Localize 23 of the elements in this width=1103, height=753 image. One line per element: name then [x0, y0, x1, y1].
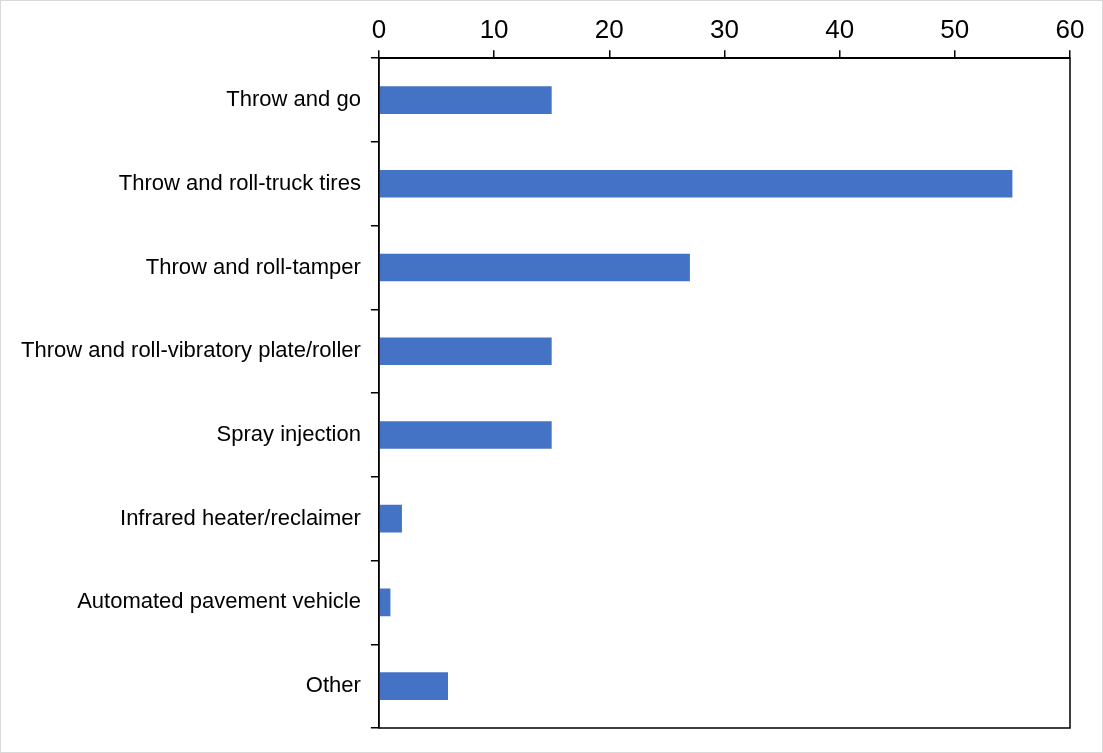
- bar: [379, 253, 690, 282]
- y-tick-label: Automated pavement vehicle: [77, 588, 361, 614]
- x-tick-label: 50: [940, 13, 970, 44]
- bar: [379, 588, 391, 617]
- y-tick-label: Throw and roll-truck tires: [118, 169, 361, 195]
- x-tick-label: 30: [709, 13, 739, 44]
- y-tick-label: Throw and roll-tamper: [145, 253, 361, 279]
- bar: [379, 421, 552, 449]
- x-tick-label: 40: [825, 13, 855, 44]
- y-tick-label: Throw and go: [226, 86, 361, 112]
- bar: [379, 504, 402, 533]
- bar: [379, 86, 552, 114]
- y-tick-label: Spray injection: [216, 421, 361, 447]
- y-tick-label: Infrared heater/reclaimer: [120, 504, 361, 530]
- x-tick-label: 20: [594, 13, 624, 44]
- x-tick-label: 60: [1055, 13, 1085, 44]
- y-tick-label: Throw and roll-vibratory plate/roller: [21, 337, 361, 363]
- bar: [379, 672, 449, 700]
- x-tick-label: 0: [371, 13, 387, 44]
- y-tick-label: Other: [305, 672, 361, 698]
- bar: [379, 169, 1013, 198]
- x-tick-label: 10: [479, 13, 509, 44]
- bar: [379, 337, 552, 366]
